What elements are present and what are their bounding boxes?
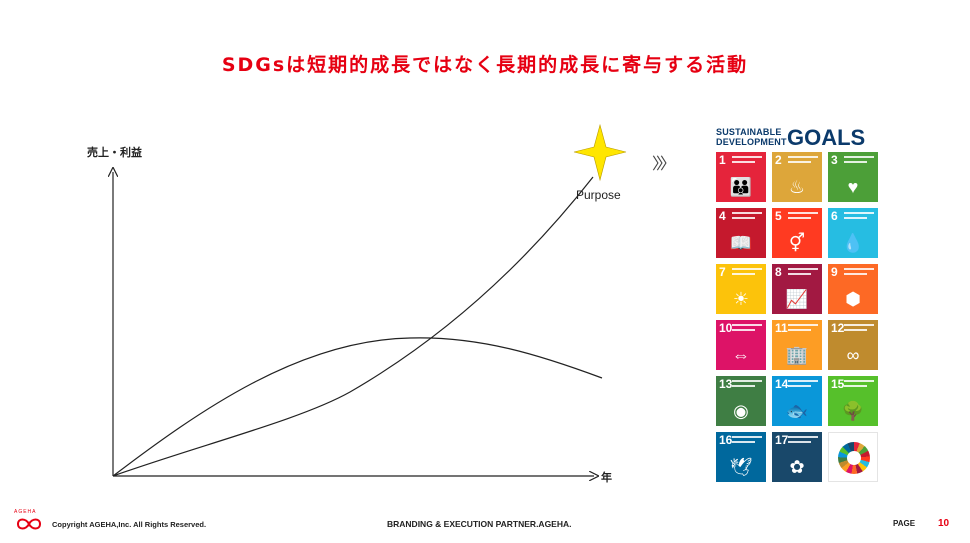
sdg-goal-caption [844,156,874,166]
sdg-goal-tile-16: 16 🕊 [716,432,766,482]
sdg-word-development: DEVELOPMENT [716,137,787,147]
sdg-goal-tile-10: 10 ⇔ [716,320,766,370]
sdg-goal-tile-3: 3 ♥ [828,152,878,202]
sdg-goal-caption [788,212,818,222]
y-axis-label: 売上・利益 [87,145,142,159]
sdg-goal-caption [732,212,762,222]
sdg-goal-caption [732,268,762,278]
branding-text: BRANDING & EXECUTION PARTNER.AGEHA. [387,519,572,529]
sdg-wheel-icon [838,442,870,474]
tree-bird-icon: 🌳 [841,401,865,421]
star-icon [573,123,627,182]
sdg-goal-tile-2: 2 ♨ [772,152,822,202]
long-term-curve [112,176,594,477]
chevrons-right-icon: 〉〉〉 [652,156,676,173]
water-drop-icon: 💧 [841,233,865,253]
sdg-goal-number: 1 [719,153,726,167]
sdg-goals-grid: 1 👪 2 ♨ 3 ♥ 4 📖 5 ⚥ 6 💧 7 ☀ 8 📈 9 ⬢ 10 ⇔ 11 🏢 12 ∞ 13 ◉ 14 🐟 15 🌳 16 🕊 1… [716,152,878,482]
flower-rings-icon: ✿ [789,457,805,477]
growth-chart-icon: 📈 [785,289,809,309]
sdg-goal-number: 10 [719,321,733,335]
sdg-word-sustainable: SUSTAINABLE [716,127,782,137]
bowl-icon: ♨ [788,177,806,197]
x-axis-label: 年 [601,470,612,484]
sdg-goal-number: 15 [831,377,845,391]
sdg-goal-tile-1: 1 👪 [716,152,766,202]
equality-arrows-icon: ⇔ [732,345,750,365]
sdg-goal-tile-9: 9 ⬢ [828,264,878,314]
book-pencil-icon: 📖 [729,233,753,253]
dove-icon: 🕊 [729,457,753,477]
sdg-goal-number: 16 [719,433,733,447]
sdg-goal-tile-17: 17 ✿ [772,432,822,482]
sdg-goal-number: 13 [719,377,733,391]
sdg-goal-tile-6: 6 💧 [828,208,878,258]
sdg-goal-number: 12 [831,321,845,335]
sdg-goal-caption [788,324,818,334]
sun-power-icon: ☀ [732,289,750,309]
sdg-goal-tile-8: 8 📈 [772,264,822,314]
sdg-goal-caption [732,324,762,334]
sdg-goal-tile-15: 15 🌳 [828,376,878,426]
sdg-goal-caption [788,380,818,390]
sdg-goal-caption [844,324,874,334]
sdg-goal-number: 14 [775,377,789,391]
sdg-goal-tile-12: 12 ∞ [828,320,878,370]
page-number: 10 [938,518,950,529]
sdg-goal-tile-5: 5 ⚥ [772,208,822,258]
sdg-goal-tile-7: 7 ☀ [716,264,766,314]
page-label: PAGE [893,519,916,528]
sdg-goal-number: 2 [775,153,782,167]
sdg-goal-number: 5 [775,209,782,223]
sdg-goal-tile-14: 14 🐟 [772,376,822,426]
sdg-wheel-logo [828,432,878,482]
page-title: SDGsは短期的成長ではなく長期的成長に寄与する活動 [221,54,749,76]
sdg-goal-number: 3 [831,153,838,167]
cubes-icon: ⬢ [845,289,861,309]
fish-icon: 🐟 [785,401,809,421]
sdg-goal-caption [732,380,762,390]
sdg-goal-caption [844,380,874,390]
sdg-goal-number: 11 [775,321,788,335]
sdg-goal-number: 9 [831,265,838,279]
sdg-goal-caption [788,156,818,166]
sdg-goal-number: 17 [775,433,789,447]
sdg-goal-caption [788,436,818,446]
city-buildings-icon: 🏢 [785,345,809,365]
sdg-word-goals: GOALS [787,125,866,150]
sdg-goal-number: 8 [775,265,782,279]
sdg-goal-caption [732,156,762,166]
sdg-header: SUSTAINABLE DEVELOPMENT GOALS [714,125,880,151]
gender-equality-icon: ⚥ [788,233,806,253]
ageha-logo [16,518,42,530]
sdg-goal-tile-11: 11 🏢 [772,320,822,370]
sdg-goal-tile-4: 4 📖 [716,208,766,258]
sdg-goal-caption [844,268,874,278]
sdg-panel: SUSTAINABLE DEVELOPMENT GOALS 1 👪 2 ♨ 3 ♥ 4 📖 5 ⚥… [714,125,880,482]
logo-text: AGEHA [14,509,37,515]
sdg-goal-tile-13: 13 ◉ [716,376,766,426]
sdg-goal-caption [844,212,874,222]
sdg-goal-number: 6 [831,209,838,223]
purpose-label: Purpose [576,188,621,202]
short-term-curve [112,337,603,477]
heartbeat-icon: ♥ [847,177,859,197]
eye-globe-icon: ◉ [733,401,749,421]
infinity-icon: ∞ [846,345,860,365]
sdg-goal-caption [732,436,762,446]
sdg-goal-number: 4 [719,209,726,223]
sdg-goal-number: 7 [719,265,726,279]
family-icon: 👪 [729,177,753,197]
copyright-text: Copyright AGEHA,Inc. All Rights Reserved… [52,520,207,529]
sdg-goal-caption [788,268,818,278]
